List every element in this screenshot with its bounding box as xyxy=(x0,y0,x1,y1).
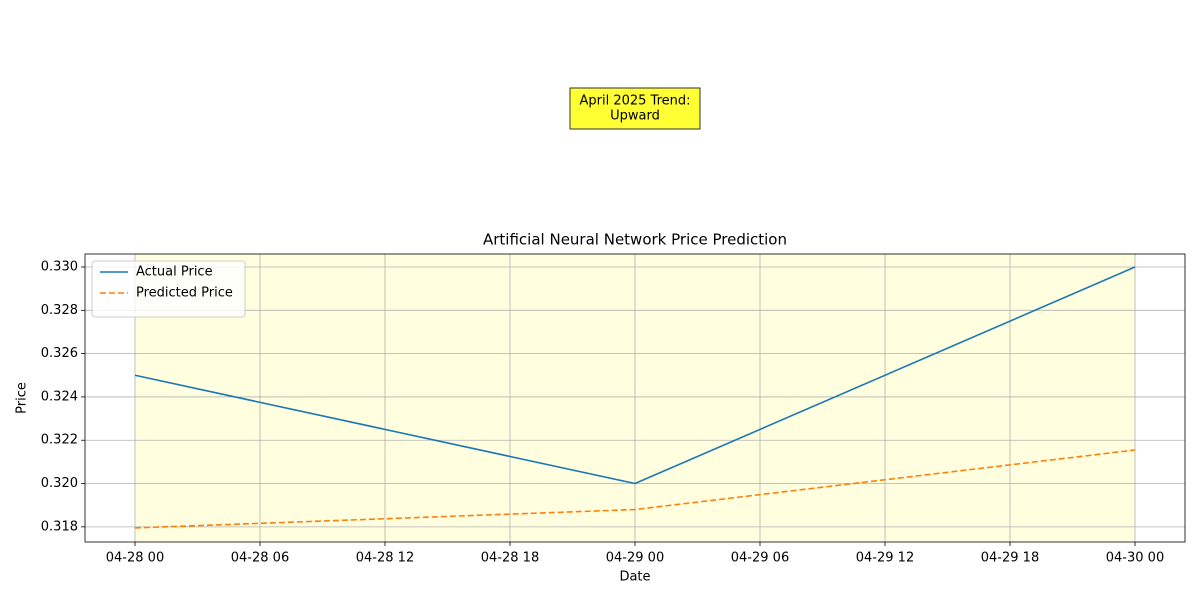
legend-box xyxy=(91,260,246,318)
y-tick-label: 0.330 xyxy=(41,259,78,274)
y-tick-label: 0.322 xyxy=(41,433,78,448)
y-tick-label: 0.318 xyxy=(41,519,78,534)
y-axis-label: Price xyxy=(15,382,30,414)
x-tick-label: 04-29 12 xyxy=(856,551,914,566)
plot-frame xyxy=(84,253,1186,543)
x-tick-label: 04-29 06 xyxy=(731,551,789,566)
x-tick-label: 04-30 00 xyxy=(1106,551,1164,566)
x-tick-label: 04-28 06 xyxy=(231,551,289,566)
chart-title: Artificial Neural Network Price Predicti… xyxy=(483,231,787,249)
y-tick-label: 0.328 xyxy=(41,303,78,318)
y-tick-label: 0.324 xyxy=(41,389,78,404)
annotation-text: Upward xyxy=(610,109,660,124)
x-tick-label: 04-28 12 xyxy=(356,551,414,566)
legend-label: Actual Price xyxy=(136,265,213,280)
legend-label: Predicted Price xyxy=(136,286,233,301)
x-axis-label: Date xyxy=(619,570,650,585)
annotation-box xyxy=(569,87,701,130)
data-line xyxy=(134,266,1136,485)
annotation-text: April 2025 Trend: xyxy=(579,94,690,109)
y-tick-label: 0.320 xyxy=(41,476,78,491)
x-tick-label: 04-28 00 xyxy=(106,551,164,566)
x-tick-label: 04-29 18 xyxy=(981,551,1039,566)
x-tick-label: 04-29 00 xyxy=(606,551,664,566)
data-line xyxy=(134,449,1136,529)
x-tick-label: 04-28 18 xyxy=(481,551,539,566)
y-tick-label: 0.326 xyxy=(41,346,78,361)
